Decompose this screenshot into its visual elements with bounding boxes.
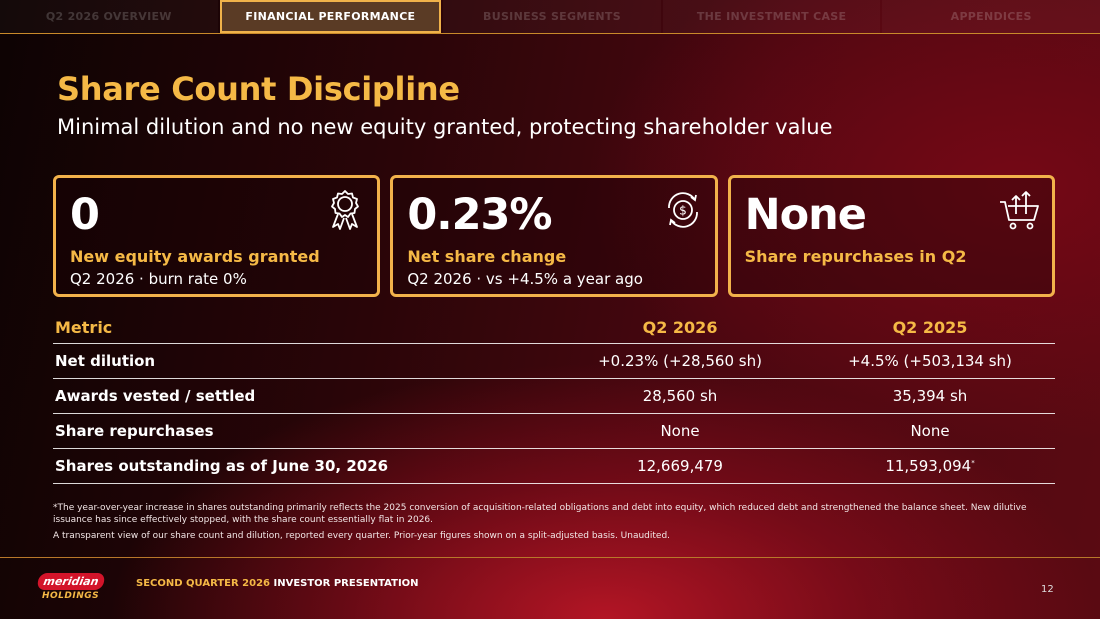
share-count-table: Metric Q2 2026 Q2 2025 Net dilution +0.2… <box>53 312 1055 484</box>
slide-title: Share Count Discipline <box>57 70 460 108</box>
section-nav: Q2 2026 OVERVIEW FINANCIAL PERFORMANCE B… <box>0 0 1100 34</box>
kpi-label: Net share change <box>407 247 567 266</box>
award-ribbon-icon <box>331 190 360 230</box>
kpi-value: 0.23% <box>407 190 552 240</box>
dollar-cycle-icon: $ <box>667 192 698 228</box>
kpi-note: Q2 2026 · vs +4.5% a year ago <box>407 270 643 288</box>
column-header-metric: Metric <box>53 312 556 344</box>
metric-cell: Share repurchases <box>53 413 556 449</box>
value-cell: 28,560 sh <box>555 378 806 414</box>
table-row: Share repurchases None None <box>53 413 1055 449</box>
page-number: 12 <box>1041 584 1054 595</box>
cart-return-icon <box>999 191 1039 230</box>
svg-text:$: $ <box>679 204 687 218</box>
logo-subtitle: HOLDINGS <box>42 591 100 601</box>
value-cell: None <box>805 413 1055 449</box>
kpi-value: None <box>744 190 867 240</box>
column-header-q2-2026: Q2 2026 <box>555 312 806 344</box>
kpi-label: Share repurchases in Q2 <box>744 247 967 266</box>
metric-cell: Awards vested / settled <box>53 378 556 414</box>
metric-cell: Net dilution <box>53 343 556 379</box>
tab-q2-overview[interactable]: Q2 2026 OVERVIEW <box>0 0 218 33</box>
kpi-cards: 0 New equity awards granted Q2 2026 · bu… <box>53 175 1055 297</box>
footnote-marker: * <box>971 459 975 467</box>
value-cell: 35,394 sh <box>805 378 1055 414</box>
slide-subtitle: Minimal dilution and no new equity grant… <box>57 115 833 139</box>
kpi-value: 0 <box>70 190 100 240</box>
tab-appendices[interactable]: APPENDICES <box>882 0 1100 33</box>
metric-cell: Shares outstanding as of June 30, 2026 <box>53 448 556 484</box>
footer-highlight: SECOND QUARTER 2026 <box>136 578 270 589</box>
footer-divider <box>0 557 1100 558</box>
value-cell: +0.23% (+28,560 sh) <box>555 343 806 379</box>
table-row: Net dilution +0.23% (+28,560 sh) +4.5% (… <box>53 343 1055 379</box>
kpi-card-net-share-change: 0.23% Net share change Q2 2026 · vs +4.5… <box>390 175 718 297</box>
value-text: 11,593,094 <box>885 457 972 475</box>
value-cell: None <box>555 413 806 449</box>
tab-business-segments[interactable]: BUSINESS SEGMENTS <box>443 0 661 33</box>
company-logo: meridian HOLDINGS <box>36 573 106 603</box>
kpi-label: New equity awards granted <box>70 247 320 266</box>
value-cell: +4.5% (+503,134 sh) <box>805 343 1055 379</box>
value-cell: 12,669,479 <box>555 448 806 484</box>
tab-financial-performance[interactable]: FINANCIAL PERFORMANCE <box>219 0 442 33</box>
logo-wordmark: meridian <box>36 573 106 590</box>
kpi-note: Q2 2026 · burn rate 0% <box>70 270 247 288</box>
footer-label: INVESTOR PRESENTATION <box>273 578 419 589</box>
table-header-row: Metric Q2 2026 Q2 2025 <box>53 312 1055 344</box>
table-row: Awards vested / settled 28,560 sh 35,394… <box>53 378 1055 414</box>
disclosure-note: A transparent view of our share count an… <box>53 531 671 541</box>
footnote: *The year-over-year increase in shares o… <box>53 503 1027 525</box>
footer-title: SECOND QUARTER 2026 INVESTOR PRESENTATIO… <box>136 578 419 589</box>
kpi-card-share-repurchases: None Share repurchases in Q2 <box>727 175 1055 297</box>
kpi-card-equity-awards: 0 New equity awards granted Q2 2026 · bu… <box>53 175 381 297</box>
tab-investment-case[interactable]: THE INVESTMENT CASE <box>663 0 881 33</box>
value-cell: 11,593,094* <box>805 448 1055 484</box>
column-header-q2-2025: Q2 2025 <box>805 312 1055 344</box>
table-row: Shares outstanding as of June 30, 2026 1… <box>53 448 1055 484</box>
